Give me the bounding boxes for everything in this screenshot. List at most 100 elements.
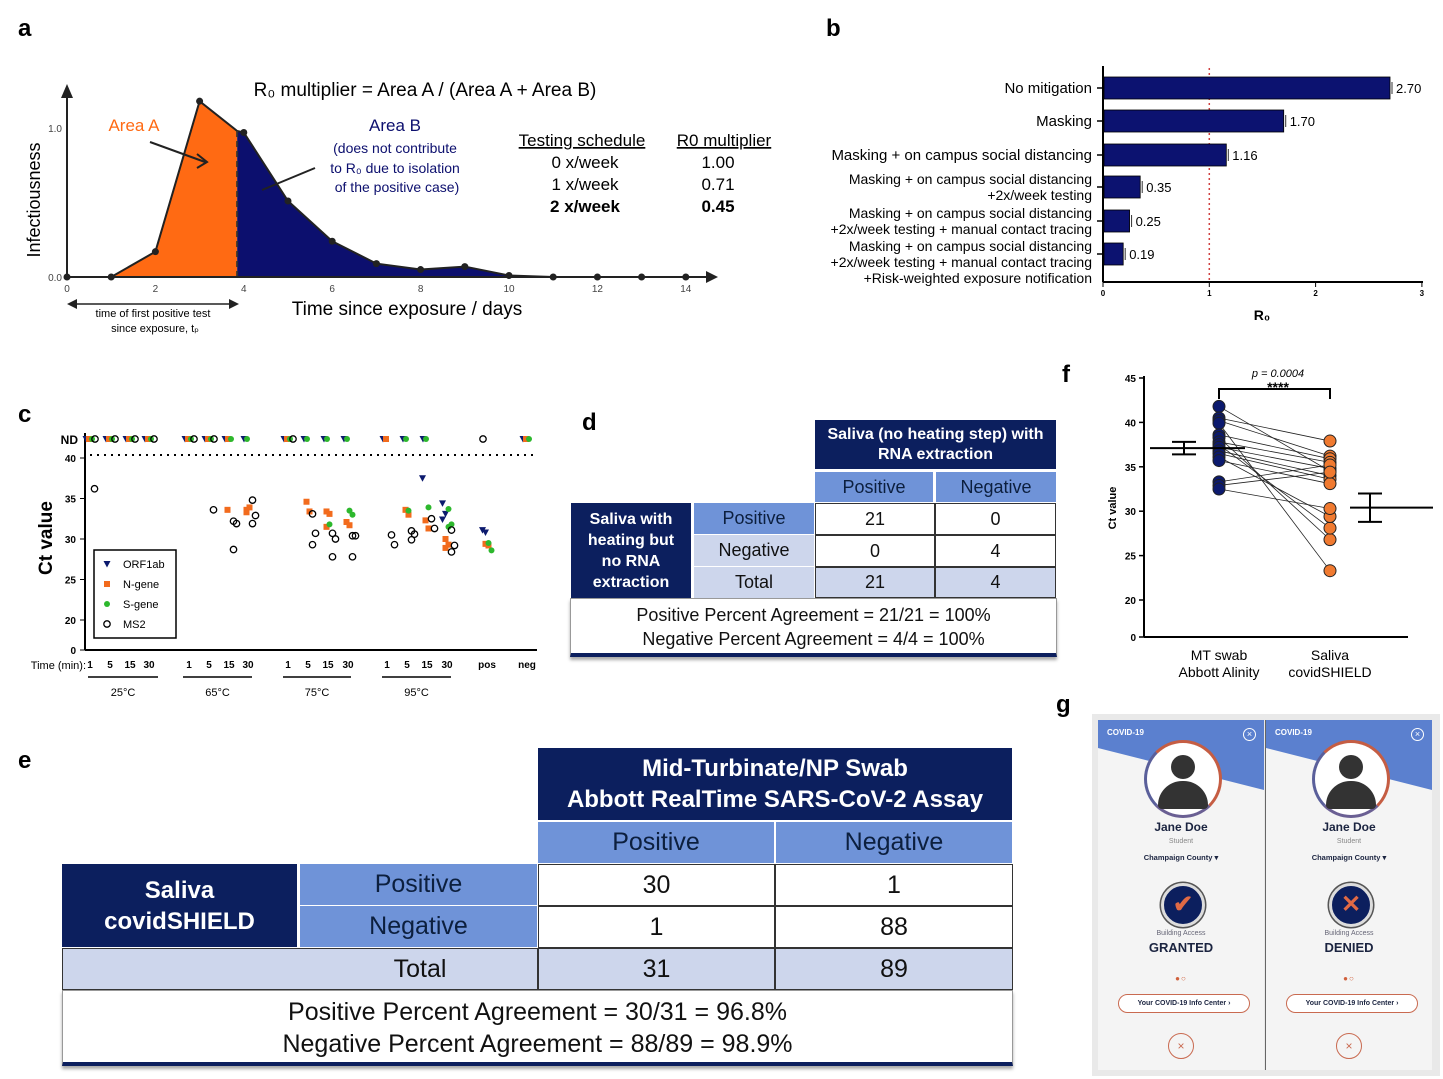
pair-line: [1218, 488, 1331, 509]
y-tick-label: 0: [70, 646, 76, 657]
orf1ab-marker: [439, 516, 446, 524]
area-b-note: of the positive case): [335, 179, 460, 195]
x-tick-label: 15: [421, 660, 433, 671]
row-label-total: Total: [694, 567, 814, 598]
panel-label-g: g: [1056, 691, 1071, 718]
group-label: 65°C: [205, 687, 230, 699]
bar: [1103, 109, 1285, 133]
bar-value-label: 2.70: [1396, 81, 1421, 96]
ms2-marker: [410, 530, 419, 538]
n-gene-marker: [442, 536, 449, 542]
ms2-marker: [210, 435, 218, 443]
user-role: Student: [1168, 838, 1194, 845]
ms2-marker: [248, 496, 257, 504]
time-label: Time (min):: [31, 660, 86, 672]
x-tick-label: 4: [241, 284, 247, 295]
user-name: Jane Doe: [1154, 820, 1208, 834]
panel-labels: a b c d e f g: [18, 15, 1071, 774]
y-tick-label: 1.0: [48, 124, 62, 135]
s-gene-marker: [445, 506, 452, 513]
county-dropdown[interactable]: Champaign County ▾: [1311, 853, 1387, 862]
s-gene-marker: [324, 436, 330, 442]
y-tick-label: 0.0: [48, 273, 62, 284]
close-icon[interactable]: ×: [1243, 728, 1256, 741]
npa-text: Negative Percent Agreement = 4/4 = 100%: [642, 629, 985, 649]
info-center-button[interactable]: Your COVID-19 Info Center ›: [1286, 994, 1418, 1013]
person-body-icon: [1326, 781, 1376, 809]
multiplier-cell: 0.71: [701, 175, 734, 194]
mt-swab-point: [1212, 454, 1226, 468]
cross-icon: ✕: [1329, 883, 1373, 927]
ms2-marker: [427, 514, 436, 523]
y-axis-label: Ct value: [1107, 487, 1119, 530]
ms2-marker: [289, 435, 297, 443]
s-gene-marker: [403, 436, 409, 442]
npa-text: Negative Percent Agreement = 88/89 = 98.…: [282, 1030, 793, 1058]
group-label: 25°C: [111, 687, 136, 699]
pair-line: [1218, 471, 1331, 486]
ms2-marker: [479, 435, 487, 443]
x-category-label: MT swab: [1191, 647, 1248, 663]
county-dropdown[interactable]: Champaign County ▾: [1143, 853, 1219, 862]
bar: [1103, 143, 1227, 167]
orf1ab-marker: [103, 561, 111, 568]
y-tick-label: 40: [1125, 418, 1137, 429]
access-status: DENIED: [1324, 940, 1374, 955]
pair-line: [1218, 460, 1331, 485]
legend-label: MS2: [123, 619, 146, 631]
page-indicator[interactable]: ●○: [1343, 974, 1355, 983]
page-indicator[interactable]: ●○: [1175, 974, 1187, 983]
x-tick-label: 12: [592, 284, 604, 295]
significance-bracket: [1218, 388, 1331, 399]
s-gene-marker: [425, 504, 432, 511]
bar: [1103, 76, 1391, 100]
category-label: Masking + on campus social distancing: [849, 205, 1092, 221]
x-tick-label: 1: [285, 660, 291, 671]
data-point: [372, 260, 380, 268]
group-label: 75°C: [305, 687, 330, 699]
app-tag: COVID-19: [1275, 728, 1312, 737]
ms2-marker: [111, 435, 119, 443]
multiplier-cell: 0.45: [701, 197, 734, 216]
n-gene-marker: [343, 518, 350, 525]
cell: 4: [935, 567, 1056, 598]
ms2-marker: [348, 552, 357, 561]
n-gene-marker: [445, 541, 452, 548]
dismiss-button[interactable]: ×: [1336, 1033, 1362, 1059]
category-label: +2x/week testing + manual contact tracin…: [831, 221, 1092, 237]
ms2-marker: [328, 529, 337, 538]
s-gene-marker: [326, 521, 333, 528]
x-tick-label: 3: [1420, 289, 1425, 298]
x-tick-label: 1: [186, 660, 192, 671]
n-gene-marker: [326, 510, 333, 517]
col-header: Mid-Turbinate/NP Swab Abbott RealTime SA…: [538, 748, 1012, 820]
col-header-line: Abbott RealTime SARS-CoV-2 Assay: [566, 786, 984, 813]
cell: 0: [815, 535, 935, 567]
s-gene-marker: [228, 436, 234, 442]
col-label-negative: Negative: [936, 472, 1056, 502]
row-label-negative: Negative: [300, 906, 537, 947]
tp-note: time of first positive test: [96, 308, 211, 320]
ms2-marker: [209, 505, 218, 514]
ms2-marker: [91, 435, 99, 443]
x-tick-label: 15: [223, 660, 235, 671]
x-tick-label: 30: [242, 660, 254, 671]
x-tick-label: 5: [305, 660, 311, 671]
panel-label-f: f: [1062, 361, 1071, 388]
saliva-point: [1323, 477, 1337, 491]
user-name: Jane Doe: [1322, 820, 1376, 834]
data-point: [284, 197, 292, 205]
x-tick-label: 15: [322, 660, 334, 671]
dismiss-button[interactable]: ×: [1168, 1033, 1194, 1059]
area-a-label: Area A: [108, 116, 160, 135]
pair-line: [1218, 446, 1331, 469]
ms2-marker: [251, 511, 260, 520]
saliva-point: [1323, 465, 1337, 479]
table-header: R0 multiplier: [677, 131, 772, 150]
ms2-marker: [150, 435, 158, 443]
s-gene-marker: [344, 436, 350, 442]
close-icon[interactable]: ×: [1411, 728, 1424, 741]
row-label-negative: Negative: [694, 535, 814, 566]
n-gene-marker: [383, 436, 389, 442]
info-center-button[interactable]: Your COVID-19 Info Center ›: [1118, 994, 1250, 1013]
